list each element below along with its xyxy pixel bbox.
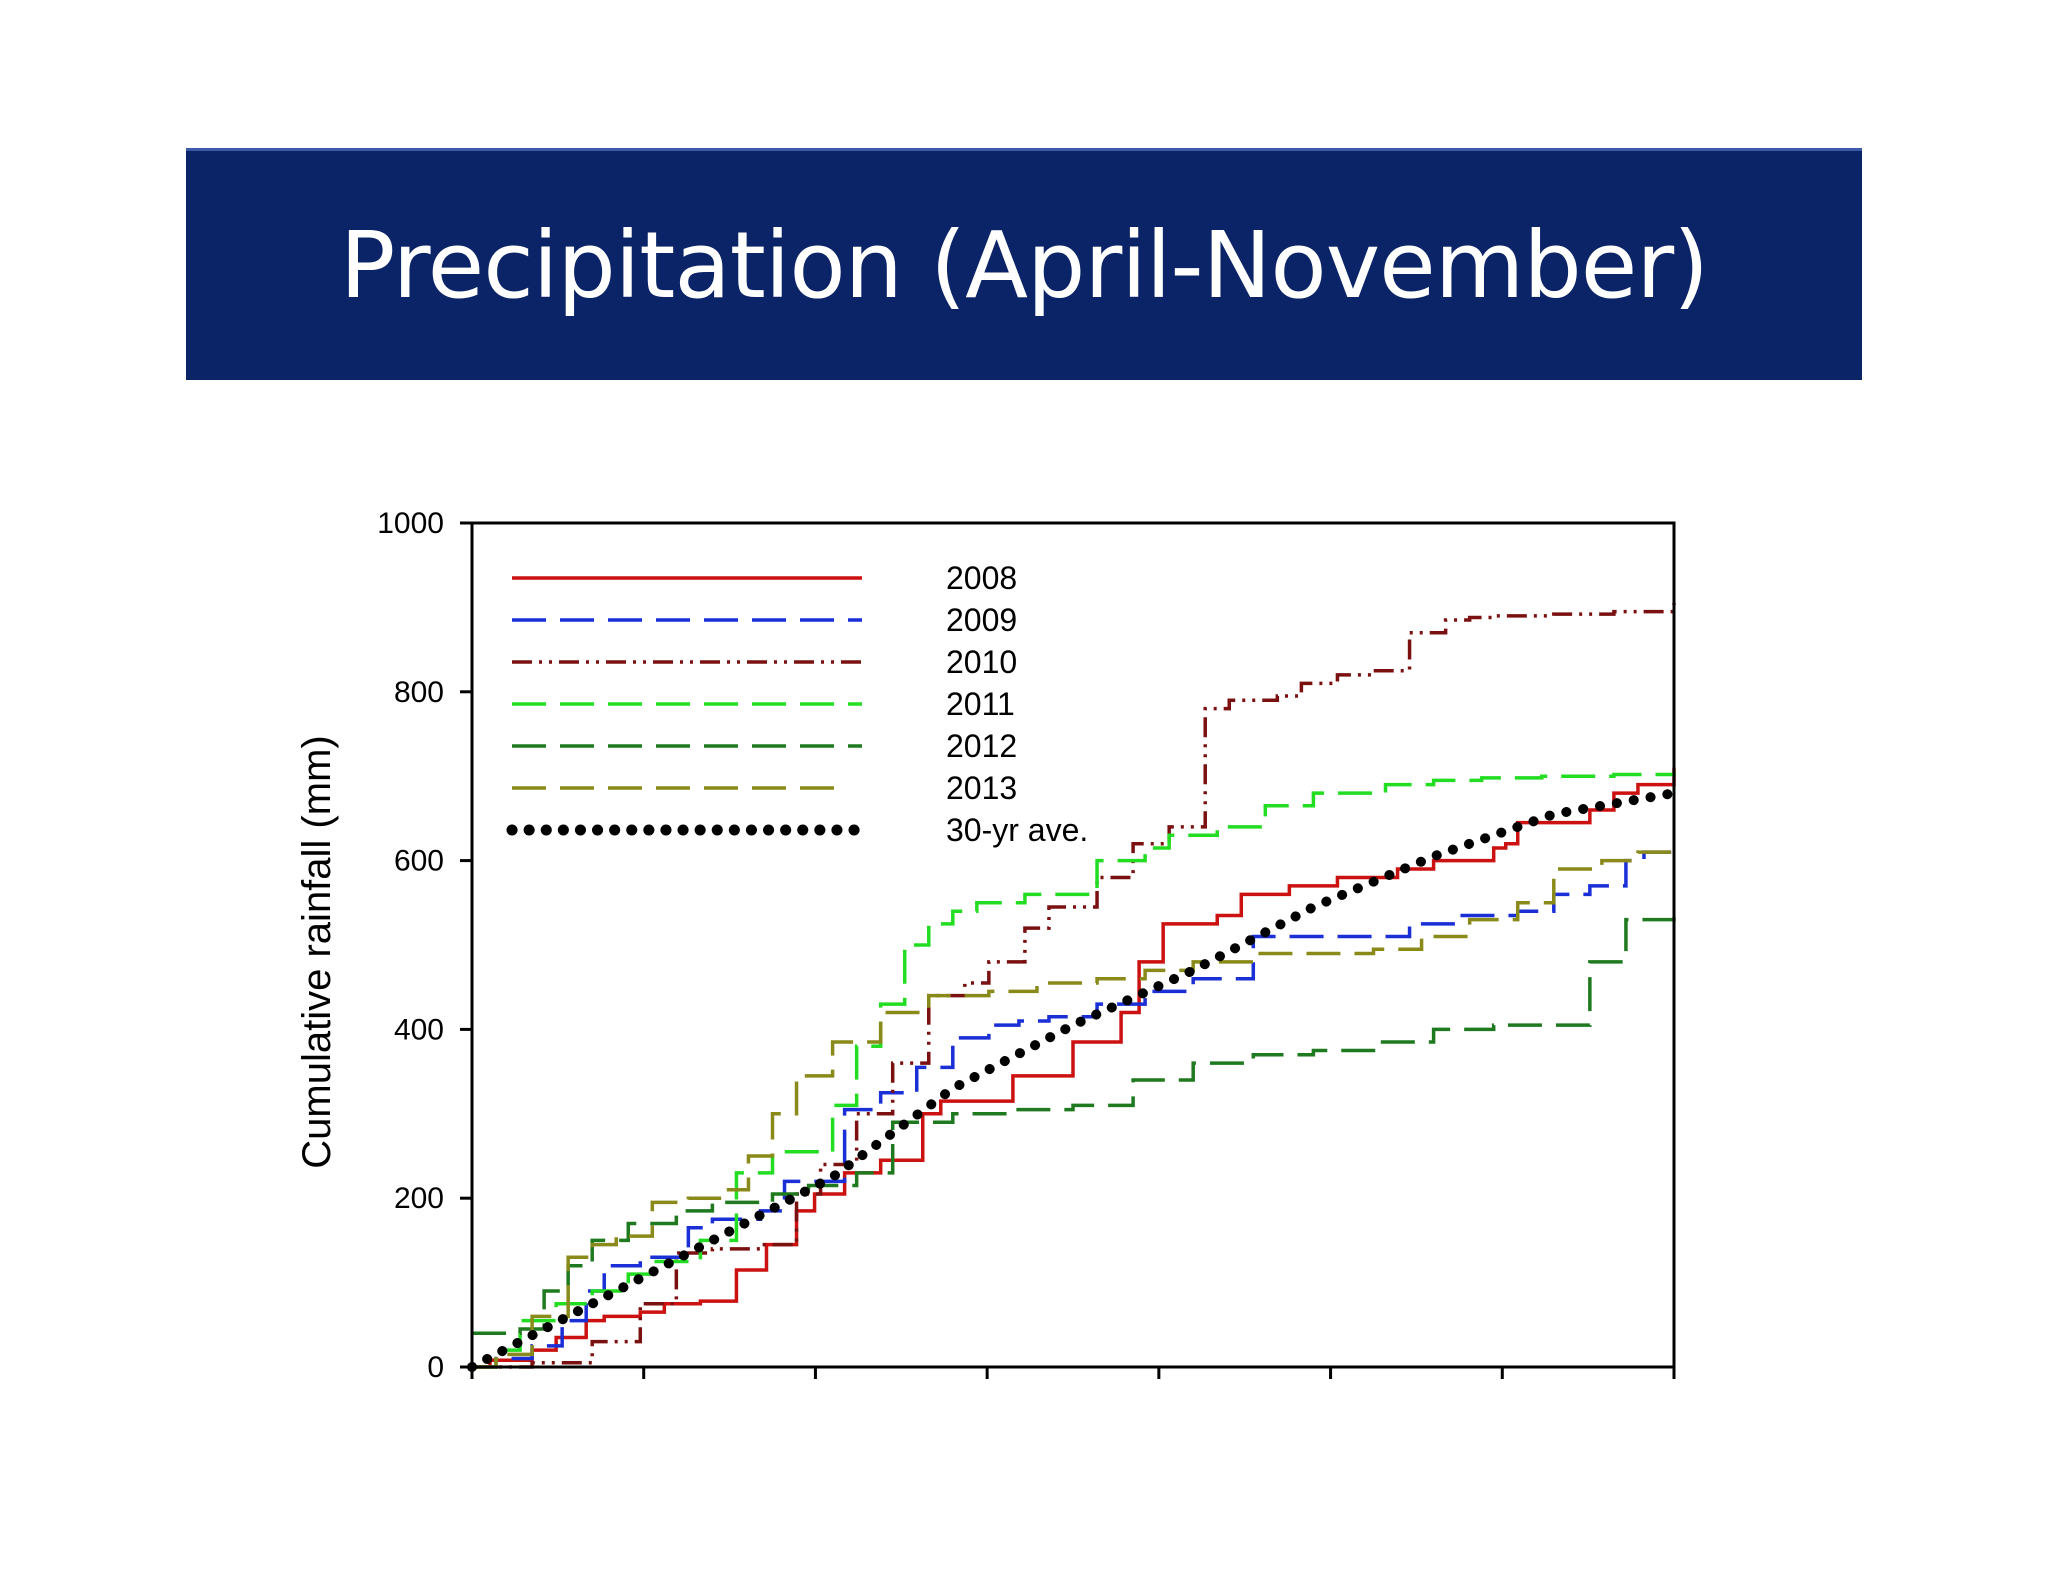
legend-label-30-yr-ave: 30-yr ave. xyxy=(946,812,1088,848)
series-layer xyxy=(467,603,1679,1372)
y-tick-label: 600 xyxy=(394,845,444,878)
slide-title: Precipitation (April-November) xyxy=(339,212,1709,319)
legend: 2008 2009 2010 2011 2012 2013 30-yr ave. xyxy=(506,560,1088,848)
legend-label-2009: 2009 xyxy=(946,602,1017,638)
y-axis-title: Cumulative rainfall (mm) xyxy=(295,735,339,1168)
series-2008-line xyxy=(472,767,1676,1369)
series-2013-line xyxy=(472,843,1676,1369)
y-tick-label: 200 xyxy=(394,1182,444,1215)
y-tick-label: 0 xyxy=(427,1351,444,1384)
plot-frame xyxy=(470,521,1676,1369)
y-tick-label: 800 xyxy=(394,676,444,709)
legend-label-2010: 2010 xyxy=(946,644,1017,680)
series-30-yr-ave-line xyxy=(467,788,1679,1372)
series-2011-line xyxy=(472,772,1676,1369)
title-banner: Precipitation (April-November) xyxy=(186,148,1862,380)
legend-label-2011: 2011 xyxy=(946,686,1015,722)
series-2012-line xyxy=(472,915,1676,1335)
axes-layer: 0 200 400 600 800 1000 xyxy=(377,507,1676,1384)
y-tick-label: 400 xyxy=(394,1013,444,1046)
legend-label-2013: 2013 xyxy=(946,770,1017,806)
y-tick-label: 1000 xyxy=(377,507,444,540)
series-2010-line xyxy=(472,603,1676,1369)
legend-label-2012: 2012 xyxy=(946,728,1017,764)
legend-label-2008: 2008 xyxy=(946,560,1017,596)
